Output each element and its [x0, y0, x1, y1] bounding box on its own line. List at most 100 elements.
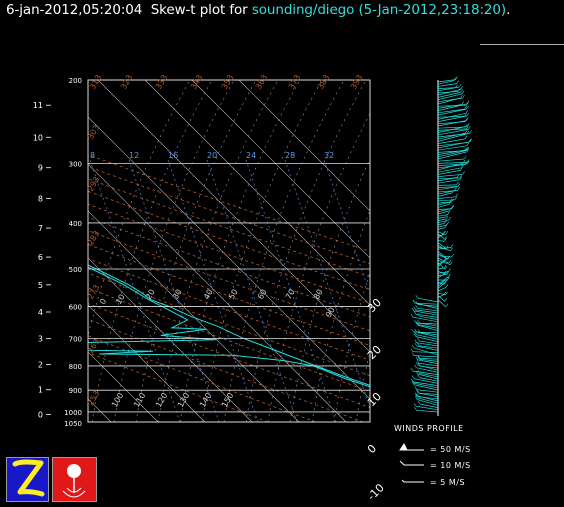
wind-barb-line: [437, 133, 468, 142]
wind-barb-flag: [460, 167, 463, 171]
wind-barb-line: [437, 246, 451, 252]
wind-barb-flag: [414, 339, 417, 343]
wind-barb-line: [437, 115, 467, 122]
moist-adiabat-line: [201, 80, 323, 422]
mixing-ratio-label: 20: [207, 151, 217, 160]
wind-barb-flag: [457, 186, 461, 191]
wind-barb-flag: [412, 381, 415, 386]
wind-legend-row-10: = 10 M/S: [430, 461, 471, 470]
wind-barb-line: [437, 287, 447, 292]
wind-legend-symbols: [399, 443, 424, 483]
wind-barb-line: [414, 302, 439, 309]
wind-barb-line: [437, 257, 449, 264]
wind-barb-flag: [448, 207, 452, 212]
wind-barb-flag: [417, 374, 420, 378]
wind-barb-line: [437, 79, 456, 83]
wind-barb-line: [412, 351, 439, 353]
wind-barb-line: [437, 208, 453, 213]
chart-header: 6-jan-2012,05:20:04 Skew-t plot for soun…: [6, 2, 510, 18]
wind-barb-line: [437, 80, 454, 85]
wind-barb-flag: [448, 268, 451, 272]
wind-barb-line: [414, 383, 439, 389]
wind-barb-flag: [410, 348, 414, 352]
wind-barb-line: [416, 389, 439, 393]
dry-adiabat-line: [88, 166, 370, 265]
wind-barb-line: [417, 297, 439, 303]
wind-barb-flag: [410, 314, 414, 318]
right-temperature-label: 20: [365, 343, 384, 362]
wind-barb-flag: [459, 176, 463, 180]
pressure-label: 500: [69, 266, 82, 274]
wind-barb-line: [417, 373, 439, 380]
isotherm-line: [88, 210, 300, 422]
wind-barb-flag: [466, 112, 470, 117]
wind-barb-line: [419, 322, 439, 327]
dry-adiabat-line: [88, 335, 316, 422]
wind-barb-line: [437, 224, 447, 228]
wind-barb-flag: [417, 329, 421, 333]
wind-barb-flag: [467, 123, 470, 127]
dry-adiabat-label: 393: [349, 73, 364, 91]
moist-adiabat-line: [91, 80, 213, 422]
wind-barb-line: [437, 133, 470, 138]
dry-adiabat-line: [88, 303, 370, 409]
wind-barb-flag: [411, 344, 415, 349]
height-label: 7: [38, 224, 43, 233]
right-temperature-label: 30: [365, 296, 384, 315]
wind-legend-title: WINDS PROFILE: [394, 424, 464, 433]
wind-barb-flag: [468, 126, 471, 130]
pressure-label: 1000: [64, 409, 82, 417]
wind-barb-flag: [410, 378, 414, 383]
wind-barb-line: [437, 149, 467, 155]
moist-adiabat-line: [179, 80, 301, 422]
mixing-ratio-label: 32: [324, 151, 334, 160]
moist-adiabat-line: [157, 80, 279, 422]
wind-barb-flag: [456, 174, 460, 178]
wind-barb-flag: [451, 189, 455, 194]
wind-barb-flag: [415, 301, 419, 305]
wind-barb-flag: [447, 276, 450, 281]
wind-barb-flag: [466, 105, 469, 110]
wind-barb-line: [437, 222, 445, 226]
wind-barb-flag: [417, 337, 420, 342]
wind-barb-flag: [442, 230, 446, 235]
mixing-ratio-line: [89, 159, 181, 422]
height-label: 8: [38, 194, 43, 203]
wind-barb-line: [418, 324, 439, 329]
wind-barb-line: [437, 294, 445, 298]
dry-adiabat-label: 323: [119, 73, 134, 91]
wind-barb-flag: [413, 333, 417, 337]
wind-barb-flag: [415, 362, 419, 366]
wind-barb-line: [417, 359, 439, 364]
header-source: sounding/diego (5-Jan-2012,23:18:20): [251, 2, 507, 18]
wind-barb-line: [437, 129, 469, 136]
wind-barb-line: [437, 189, 459, 195]
wind-barb-flag: [450, 244, 454, 248]
wind-barb-line: [419, 340, 439, 345]
mixing-ratio-line: [245, 159, 337, 422]
moist-adiabat-line: [135, 80, 257, 422]
wind-barb-line: [437, 92, 461, 98]
wind-barb-flag: [462, 94, 465, 99]
wind-barb-line: [437, 167, 462, 173]
wind-barb-line: [437, 141, 470, 149]
isotherm-line: [0, 80, 64, 422]
wind-barb-line: [437, 120, 467, 127]
wind-barb-flag: [462, 171, 465, 175]
wind-barb-line: [437, 295, 446, 302]
wind-barb-flag: [450, 247, 453, 251]
wind-barb-flag: [451, 198, 454, 203]
mixing-ratio-line: [284, 159, 370, 409]
wind-barb-line: [418, 392, 439, 397]
wind-barb-line: [419, 358, 439, 360]
dry-adiabat-line: [88, 258, 370, 361]
wind-barb-line: [437, 104, 462, 109]
wind-barb-flag: [414, 396, 418, 400]
wind-barb-flag: [443, 281, 447, 285]
wind-barb-line: [415, 405, 439, 411]
mixing-ratio-label: 24: [246, 151, 256, 160]
wind-barb-flag: [464, 113, 467, 117]
wind-barb-flag: [457, 183, 461, 187]
wind-barb-flag: [446, 271, 449, 275]
